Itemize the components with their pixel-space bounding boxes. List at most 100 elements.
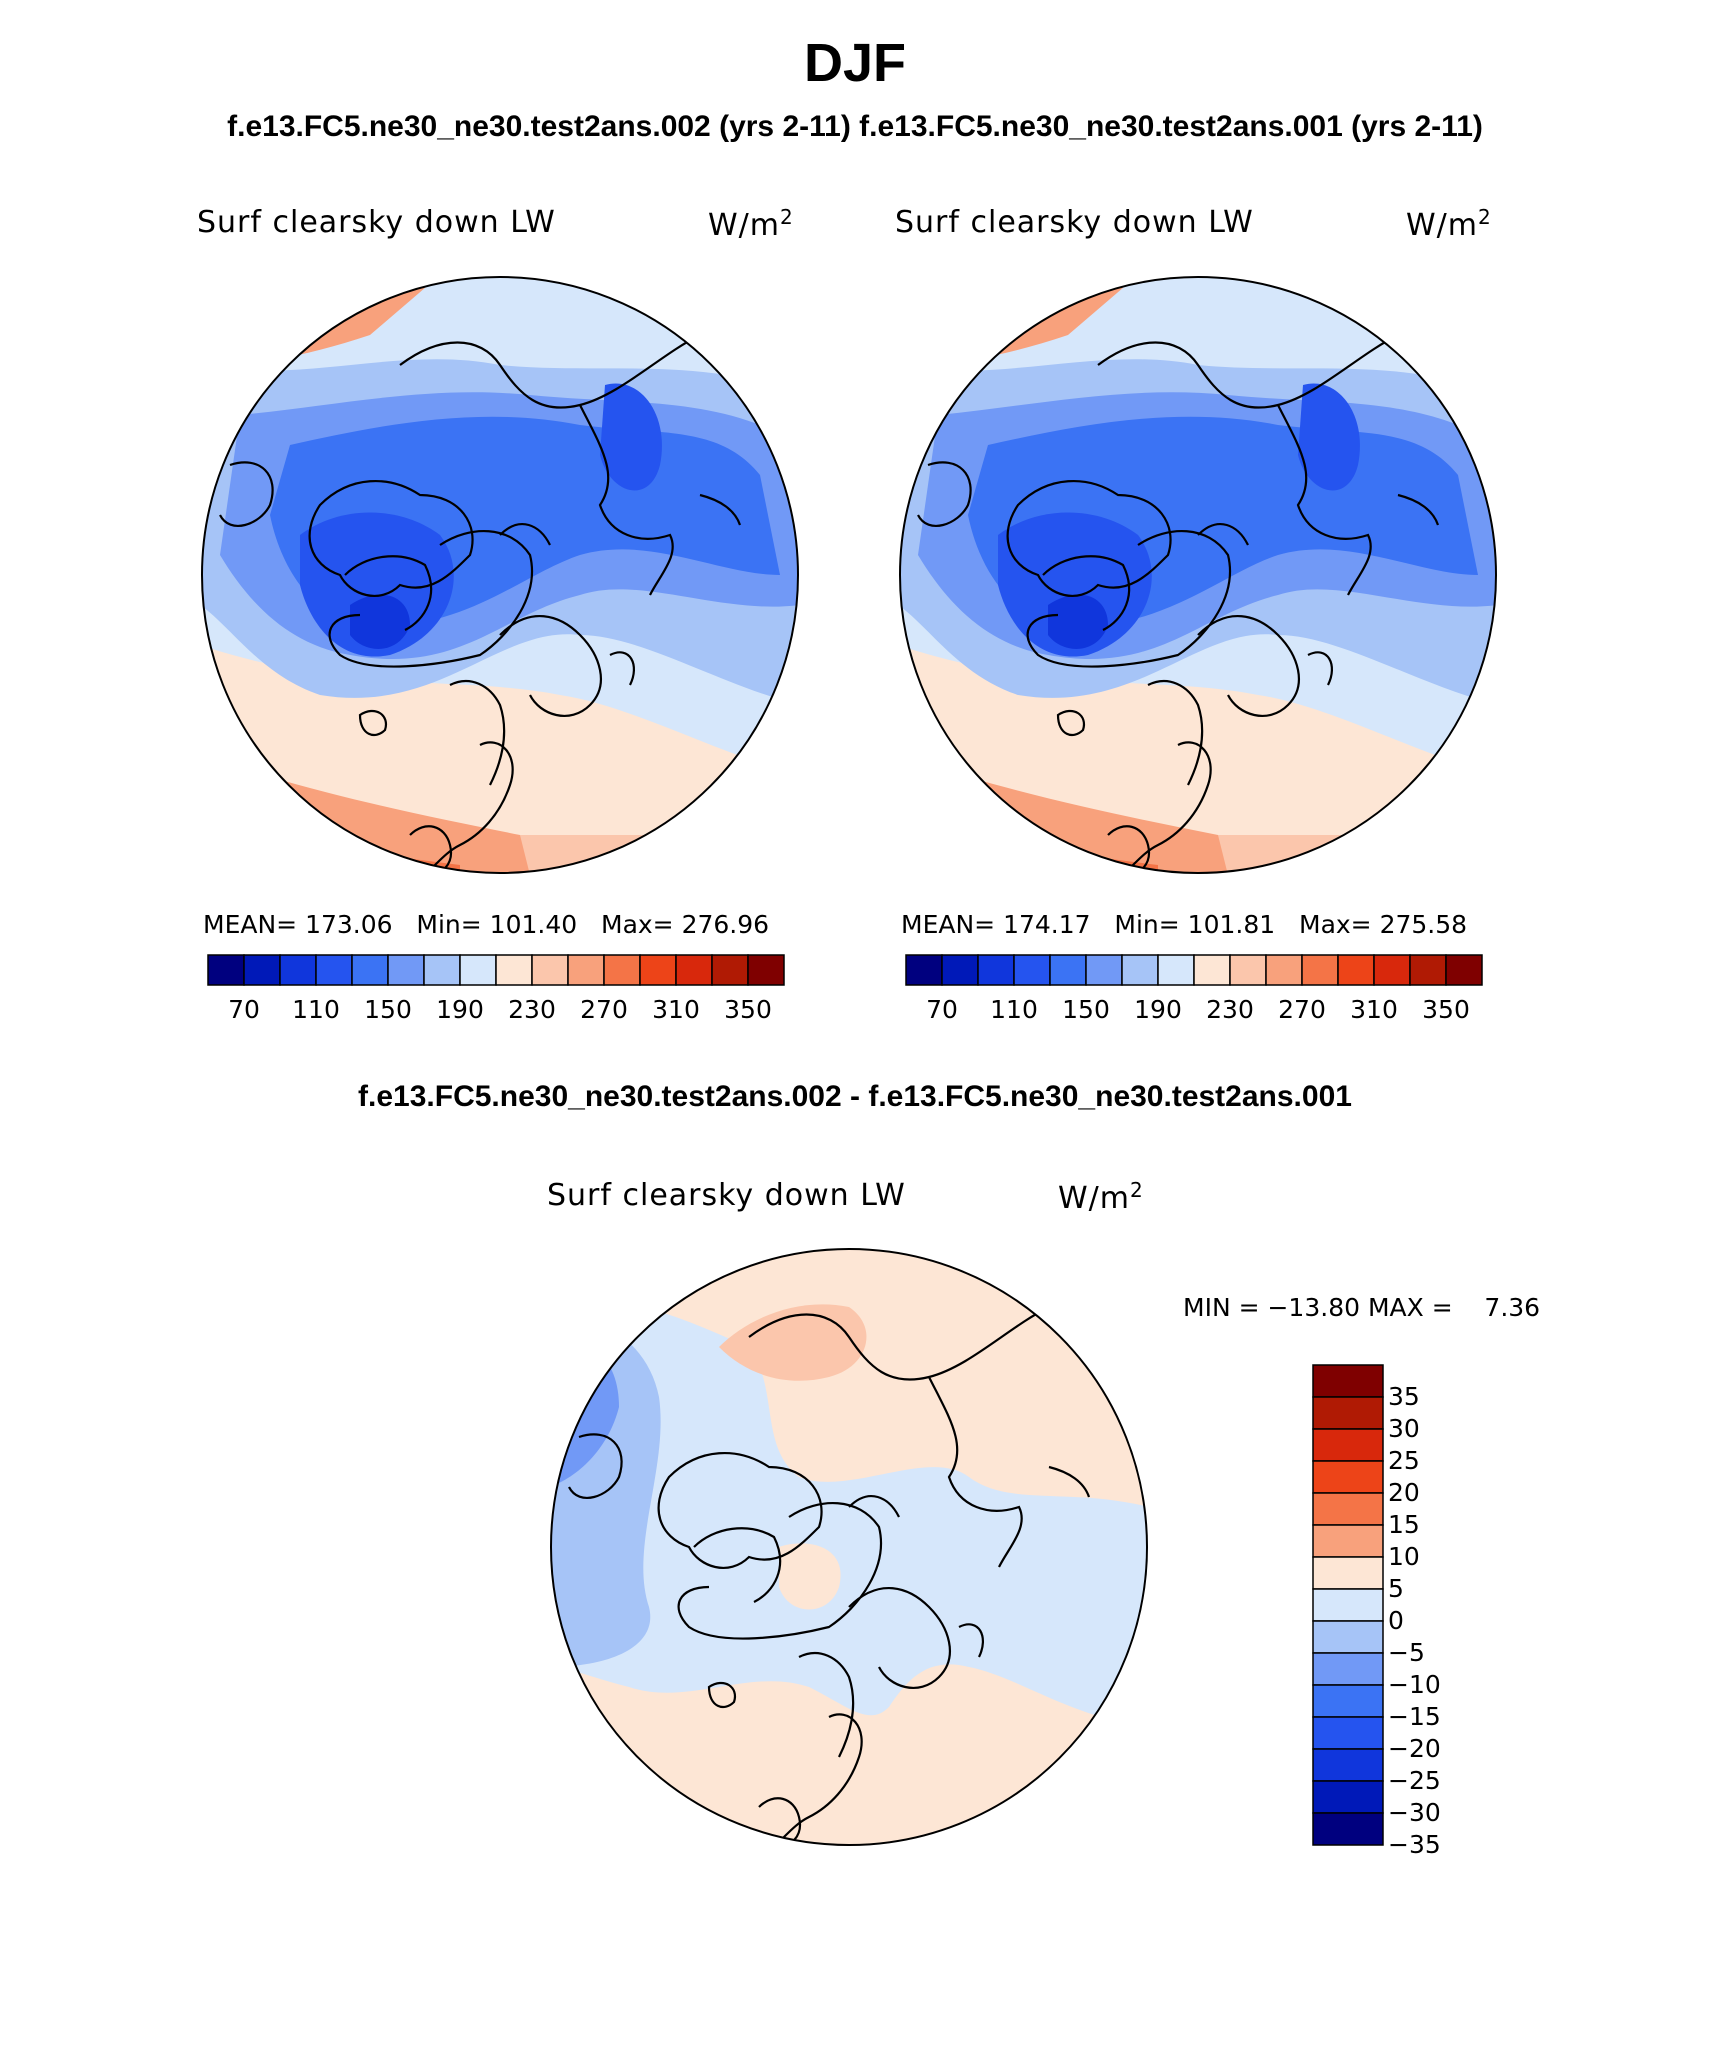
panel1-max-value: 276.96 <box>681 910 770 939</box>
colorbar-swatch <box>1312 1556 1384 1590</box>
panel1-min-label: Min= <box>416 910 482 939</box>
colorbar-swatch <box>711 954 749 986</box>
colorbar-swatch <box>387 954 425 986</box>
diff-colorbar-ticks: 35 30 25 20 15 10 5 0 −5 −10 −15 −20 −25 −30 −35 <box>1388 1365 1488 1859</box>
colorbar-tick-label: −35 <box>1388 1830 1441 1859</box>
panel1-field-band-90b <box>600 383 662 491</box>
colorbar-tick-label: 310 <box>1350 995 1398 1024</box>
colorbar-swatch <box>1312 1364 1384 1398</box>
colorbar-tick-label: 20 <box>1388 1478 1420 1507</box>
colorbar-swatch <box>1312 1460 1384 1494</box>
colorbar-tick-label: 190 <box>436 995 484 1024</box>
colorbar-swatch <box>905 954 943 986</box>
colorbar-swatch <box>639 954 677 986</box>
panel2-mean-value: 174.17 <box>1003 910 1091 939</box>
colorbar-swatch <box>675 954 713 986</box>
colorbar-tick-label: 270 <box>1278 995 1326 1024</box>
panel1-colorbar-svg <box>207 954 785 986</box>
diff-units-sup: 2 <box>1130 1178 1144 1202</box>
panel2-units: W/m2 <box>1406 205 1492 243</box>
colorbar-swatch <box>1312 1588 1384 1622</box>
panel1-colorbar-ticks: 70 110 150 190 230 270 310 350 <box>208 995 784 1025</box>
panel1-map <box>201 276 799 874</box>
panel2-field-band-70 <box>1048 594 1108 649</box>
colorbar-tick-label: 70 <box>926 995 958 1024</box>
colorbar-swatch <box>1312 1428 1384 1462</box>
colorbar-swatch <box>1312 1812 1384 1846</box>
colorbar-swatch <box>977 954 1015 986</box>
panel1-units: W/m2 <box>708 205 794 243</box>
colorbar-swatch <box>1312 1524 1384 1558</box>
colorbar-tick-label: 110 <box>990 995 1038 1024</box>
colorbar-swatch <box>1265 954 1303 986</box>
panel2-units-sup: 2 <box>1478 205 1492 229</box>
colorbar-swatch <box>1409 954 1447 986</box>
panel1-coastlines <box>219 334 742 873</box>
colorbar-swatch <box>207 954 245 986</box>
panel2-map-border <box>899 276 1497 874</box>
colorbar-tick-label: 350 <box>724 995 772 1024</box>
panel1-mean-value: 173.06 <box>305 910 393 939</box>
colorbar-swatch <box>1312 1716 1384 1750</box>
panel2-max-value: 275.58 <box>1379 910 1468 939</box>
diff-map <box>550 1248 1148 1846</box>
panel2-field-band-90b <box>1298 383 1360 491</box>
colorbar-swatch <box>279 954 317 986</box>
diff-variable: Surf clearsky down LW <box>547 1178 906 1213</box>
colorbar-swatch <box>1085 954 1123 986</box>
diff-colorbar <box>1312 1364 1384 1850</box>
colorbar-tick-label: 15 <box>1388 1510 1420 1539</box>
panel2-field-warm-top2 <box>900 277 1018 325</box>
panel2-colorbar <box>905 954 1483 990</box>
colorbar-tick-label: 310 <box>652 995 700 1024</box>
colorbar-swatch <box>747 954 785 986</box>
colorbar-swatch <box>1312 1684 1384 1718</box>
panel2-max-label: Max= <box>1299 910 1372 939</box>
diff-map-border <box>550 1248 1148 1846</box>
colorbar-tick-label: 35 <box>1388 1382 1420 1411</box>
colorbar-swatch <box>1121 954 1159 986</box>
colorbar-tick-label: −30 <box>1388 1798 1441 1827</box>
colorbar-tick-label: 25 <box>1388 1446 1420 1475</box>
colorbar-swatch <box>1312 1652 1384 1686</box>
colorbar-tick-label: 150 <box>364 995 412 1024</box>
colorbar-swatch <box>1312 1780 1384 1814</box>
colorbar-tick-label: 10 <box>1388 1542 1420 1571</box>
colorbar-tick-label: −25 <box>1388 1766 1441 1795</box>
colorbar-swatch <box>1301 954 1339 986</box>
colorbar-swatch <box>1373 954 1411 986</box>
panel2-map <box>899 276 1497 874</box>
colorbar-tick-label: −15 <box>1388 1702 1441 1731</box>
colorbar-swatch <box>1312 1620 1384 1654</box>
colorbar-tick-label: 0 <box>1388 1606 1404 1635</box>
colorbar-swatch <box>1312 1748 1384 1782</box>
colorbar-tick-label: 270 <box>580 995 628 1024</box>
panel2-colorbar-svg <box>905 954 1483 986</box>
diff-field-positive-top <box>719 1304 867 1381</box>
colorbar-swatch <box>1312 1492 1384 1526</box>
colorbar-swatch <box>1049 954 1087 986</box>
diff-title: f.e13.FC5.ne30_ne30.test2ans.002 - f.e13… <box>358 1080 1352 1113</box>
panel2-min-value: 101.81 <box>1187 910 1276 939</box>
panel2-colorbar-ticks: 70 110 150 190 230 270 310 350 <box>906 995 1482 1025</box>
colorbar-swatch <box>531 954 569 986</box>
colorbar-swatch <box>243 954 281 986</box>
colorbar-tick-label: 5 <box>1388 1574 1404 1603</box>
colorbar-tick-label: 110 <box>292 995 340 1024</box>
colorbar-swatch <box>351 954 389 986</box>
colorbar-swatch <box>315 954 353 986</box>
colorbar-swatch <box>1157 954 1195 986</box>
colorbar-tick-label: −10 <box>1388 1670 1441 1699</box>
panel1-field-band-70 <box>350 594 410 649</box>
panel1-units-base: W/m <box>708 208 780 243</box>
colorbar-tick-label: 230 <box>1206 995 1254 1024</box>
colorbar-swatch <box>567 954 605 986</box>
panel2-stats: MEAN= 174.17 Min= 101.81 Max= 275.58 <box>901 910 1467 939</box>
panel1-max-label: Max= <box>601 910 674 939</box>
panel1-stats: MEAN= 173.06 Min= 101.40 Max= 276.96 <box>203 910 769 939</box>
colorbar-swatch <box>603 954 641 986</box>
colorbar-swatch <box>1013 954 1051 986</box>
panel1-mean-label: MEAN= <box>203 910 298 939</box>
panel1-variable: Surf clearsky down LW <box>197 205 556 240</box>
colorbar-tick-label: −20 <box>1388 1734 1441 1763</box>
